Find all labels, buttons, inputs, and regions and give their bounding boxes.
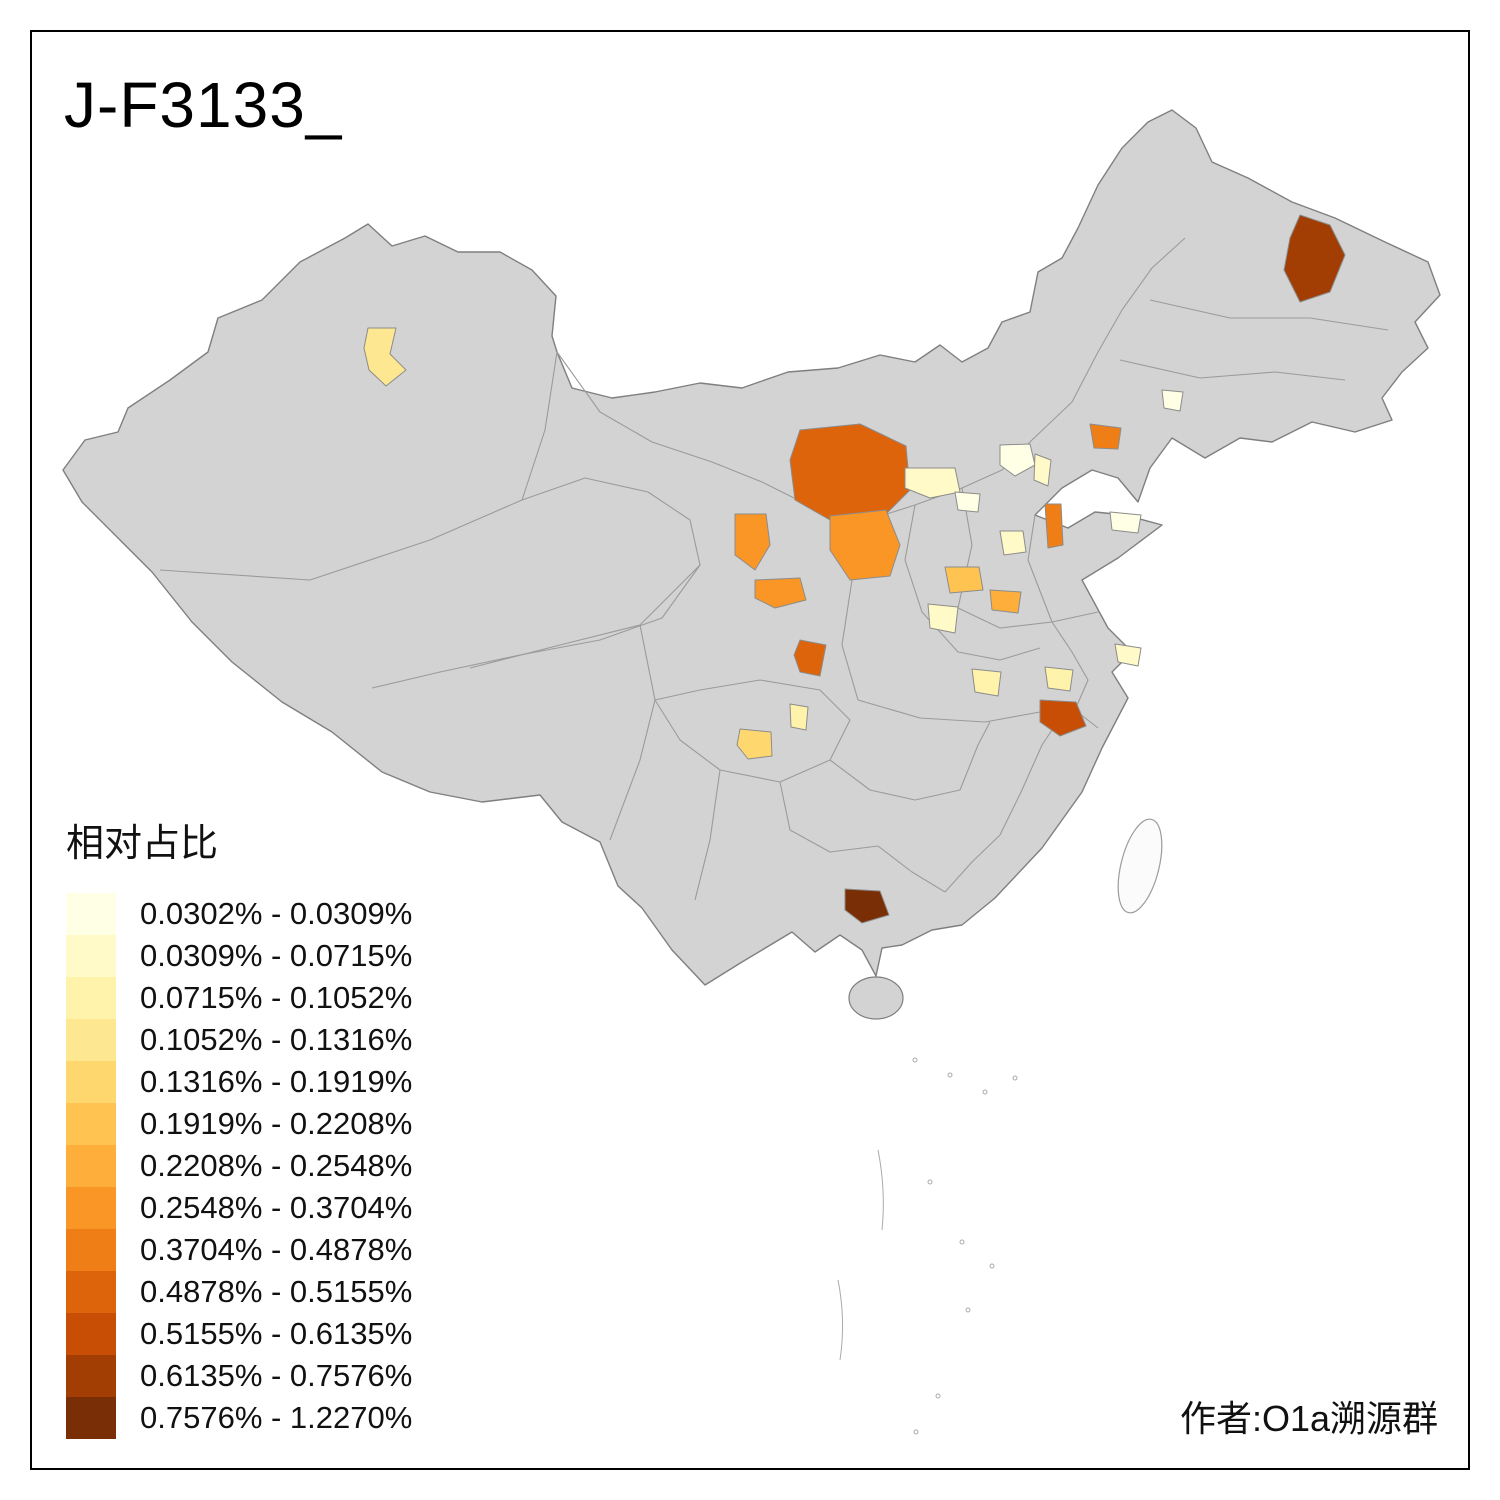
legend-title: 相对占比 <box>66 823 219 865</box>
legend-swatch <box>66 1019 116 1061</box>
map-region <box>1039 699 1087 737</box>
map-region <box>793 639 827 677</box>
map-region <box>734 513 771 571</box>
legend-label: 0.2548% - 0.3704% <box>140 1190 413 1225</box>
legend-swatch <box>66 977 116 1019</box>
legend-label: 0.1316% - 0.1919% <box>140 1064 413 1099</box>
map-region <box>1161 389 1184 412</box>
colored-regions <box>363 214 1346 924</box>
legend-label: 0.0309% - 0.0715% <box>140 938 413 973</box>
map-region <box>1044 666 1074 692</box>
legend-row: 0.2548% - 0.3704% <box>66 1187 486 1229</box>
legend-swatch <box>66 893 116 935</box>
map-region <box>989 589 1022 614</box>
legend-row: 0.0302% - 0.0309% <box>66 893 486 935</box>
map-region <box>1044 503 1064 549</box>
legend-row: 0.4878% - 0.5155% <box>66 1271 486 1313</box>
legend-swatch <box>66 1271 116 1313</box>
legend-swatch <box>66 1313 116 1355</box>
map-region <box>999 443 1036 477</box>
map-region <box>904 467 961 499</box>
legend-swatch <box>66 1103 116 1145</box>
legend: 相对占比 0.0302% - 0.0309% 0.0309% - 0.0715% 0… <box>66 812 486 1439</box>
legend-swatch <box>66 1187 116 1229</box>
taiwan-island <box>1117 818 1163 914</box>
legend-row: 0.0715% - 0.1052% <box>66 977 486 1019</box>
map-region <box>736 728 773 760</box>
map-region <box>944 566 984 594</box>
legend-label: 0.0715% - 0.1052% <box>140 980 413 1015</box>
map-region <box>1283 214 1346 303</box>
province-borders <box>159 237 1389 901</box>
map-region <box>999 530 1027 556</box>
legend-row: 0.0309% - 0.0715% <box>66 935 486 977</box>
legend-label: 0.2208% - 0.2548% <box>140 1148 413 1183</box>
map-region <box>844 888 890 924</box>
map-region <box>1109 511 1142 534</box>
map-region <box>971 668 1002 697</box>
map-region <box>363 327 407 387</box>
legend-swatch <box>66 1145 116 1187</box>
map-region <box>1089 423 1122 450</box>
legend-row: 0.2208% - 0.2548% <box>66 1145 486 1187</box>
legend-row: 0.5155% - 0.6135% <box>66 1313 486 1355</box>
legend-label: 0.1919% - 0.2208% <box>140 1106 413 1141</box>
legend-label: 0.6135% - 0.7576% <box>140 1358 413 1393</box>
legend-row: 0.6135% - 0.7576% <box>66 1355 486 1397</box>
legend-row: 0.1316% - 0.1919% <box>66 1061 486 1103</box>
legend-label: 0.4878% - 0.5155% <box>140 1274 413 1309</box>
hainan-island <box>848 976 904 1020</box>
map-region <box>954 491 981 513</box>
legend-row: 0.7576% - 1.2270% <box>66 1397 486 1439</box>
legend-row: 0.3704% - 0.4878% <box>66 1229 486 1271</box>
legend-swatch <box>66 1229 116 1271</box>
south-sea-islets <box>837 1057 1018 1435</box>
map-region <box>1033 453 1052 487</box>
legend-swatch <box>66 1061 116 1103</box>
legend-label: 0.3704% - 0.4878% <box>140 1232 413 1267</box>
legend-label: 0.1052% - 0.1316% <box>140 1022 413 1057</box>
legend-swatch <box>66 1397 116 1439</box>
legend-label: 0.0302% - 0.0309% <box>140 896 413 931</box>
legend-swatch <box>66 935 116 977</box>
legend-row: 0.1052% - 0.1316% <box>66 1019 486 1061</box>
map-region <box>829 509 901 581</box>
legend-items: 0.0302% - 0.0309% 0.0309% - 0.0715% 0.0715… <box>66 893 486 1439</box>
legend-label: 0.5155% - 0.6135% <box>140 1316 413 1351</box>
legend-swatch <box>66 1355 116 1397</box>
legend-label: 0.7576% - 1.2270% <box>140 1400 413 1435</box>
page-title: J-F3133_ <box>64 69 343 141</box>
map-region <box>927 603 959 634</box>
legend-row: 0.1919% - 0.2208% <box>66 1103 486 1145</box>
map-region <box>1114 643 1142 667</box>
map-region <box>754 577 807 609</box>
attribution: 作者:O1a溯源群 <box>1179 1398 1438 1439</box>
map-region <box>789 703 809 731</box>
